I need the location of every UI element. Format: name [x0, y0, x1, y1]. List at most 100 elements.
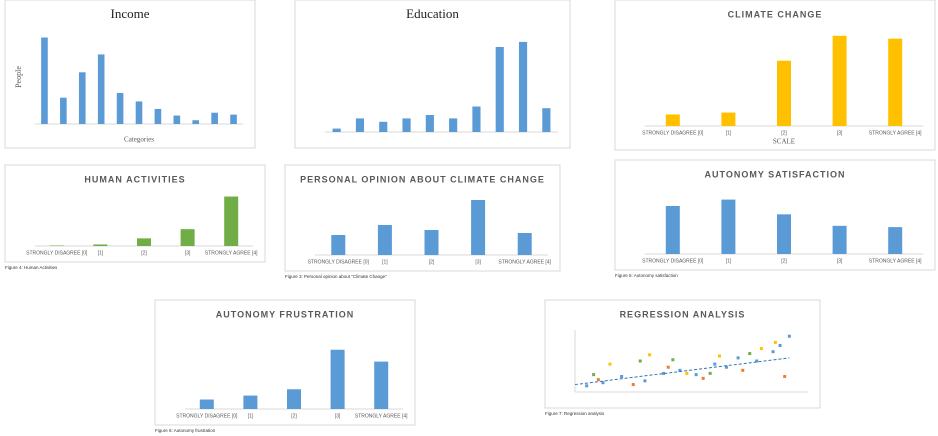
bar — [116, 92, 124, 124]
x-tick-label: [3] — [837, 130, 843, 136]
x-tick-label: STRONGLY AGREE [4] — [205, 250, 258, 256]
bar — [471, 200, 486, 255]
bar — [888, 38, 903, 126]
point — [585, 384, 589, 388]
bar — [374, 361, 389, 409]
bar — [230, 114, 237, 124]
bar — [665, 114, 680, 126]
bar — [173, 115, 181, 124]
point — [783, 375, 787, 378]
bar — [330, 349, 345, 409]
point — [694, 373, 698, 377]
point — [666, 365, 670, 369]
caption: Figure 7: Regression analysis — [545, 411, 605, 416]
x-tick-label: STRONGLY AGREE [4] — [498, 259, 551, 265]
x-tick-label: [1] — [98, 250, 104, 256]
x-tick-label: [2] — [141, 250, 147, 256]
point — [724, 365, 728, 369]
bar — [424, 230, 439, 255]
bar — [154, 108, 162, 124]
bar — [832, 35, 847, 127]
panel — [154, 299, 416, 426]
x-tick-label: STRONGLY DISAGREE [0] — [176, 413, 238, 419]
bar — [402, 118, 411, 132]
bar — [211, 112, 218, 124]
point — [601, 381, 605, 385]
bar — [41, 37, 48, 124]
caption: Figure 4: Human Activities — [5, 265, 58, 270]
point — [748, 352, 752, 356]
bar — [135, 101, 143, 124]
bar — [331, 235, 346, 255]
bar — [332, 128, 341, 132]
caption: Figure 6: Autonomy frustration — [155, 428, 216, 433]
bar — [180, 229, 195, 246]
caption: Figure 5: Autonomy satisfaction — [615, 273, 678, 278]
bar — [517, 233, 532, 255]
point — [648, 353, 652, 357]
bar — [60, 97, 67, 124]
x-axis-label: Categories — [124, 136, 154, 144]
chart-title: Education — [406, 6, 459, 21]
chart-title: HUMAN ACTIVITIES — [84, 174, 185, 184]
point — [620, 375, 624, 378]
panel — [544, 299, 821, 409]
bar — [721, 112, 736, 126]
x-tick-label: STRONGLY AGREE [4] — [869, 258, 922, 264]
point — [685, 371, 689, 375]
panel — [614, 0, 936, 151]
y-axis-label: People — [14, 66, 23, 88]
point — [631, 383, 635, 387]
bar — [832, 225, 847, 254]
bar — [287, 389, 301, 409]
bar — [93, 244, 108, 246]
x-tick-label: STRONGLY DISAGREE [0] — [642, 130, 704, 136]
caption: Figure 3: Personal opinion about "Climat… — [285, 274, 387, 279]
bar — [425, 115, 434, 132]
x-tick-label: [2] — [291, 413, 297, 419]
x-tick-label: STRONGLY DISAGREE [0] — [308, 259, 370, 265]
point — [638, 359, 642, 363]
bar — [721, 199, 736, 254]
chart-title: CLIMATE CHANGE — [728, 9, 823, 19]
bar — [78, 72, 86, 124]
point — [596, 378, 600, 382]
point — [778, 344, 782, 347]
bar — [449, 118, 458, 132]
point — [741, 368, 745, 372]
x-tick-label: [3] — [185, 250, 191, 256]
x-tick-label: [1] — [382, 259, 388, 265]
point — [678, 368, 682, 372]
bar — [192, 120, 200, 124]
x-tick-label: [1] — [726, 130, 732, 136]
panel — [284, 164, 561, 272]
bar — [97, 54, 105, 124]
point — [755, 359, 759, 363]
point — [717, 354, 721, 358]
point — [671, 358, 675, 362]
chart-title: AUTONOMY FRUSTRATION — [216, 309, 355, 319]
point — [592, 373, 596, 377]
x-tick-label: STRONGLY AGREE [4] — [355, 413, 408, 419]
bar — [137, 238, 151, 246]
chart-title: AUTONOMY SATISFACTION — [704, 169, 845, 179]
bar — [665, 206, 680, 254]
x-tick-label: [1] — [248, 413, 254, 419]
x-tick-label: [2] — [781, 130, 787, 136]
x-tick-label: STRONGLY AGREE [4] — [869, 130, 922, 136]
bar — [518, 41, 528, 132]
bar — [495, 47, 504, 132]
point — [736, 356, 740, 360]
x-tick-label: [2] — [429, 259, 435, 265]
bar — [888, 227, 903, 254]
x-tick-label: [3] — [837, 258, 843, 264]
x-axis-label: SCALE — [773, 138, 795, 146]
bar — [542, 108, 551, 132]
point — [643, 379, 647, 383]
bar — [355, 118, 365, 132]
point — [713, 362, 717, 366]
point — [708, 371, 712, 375]
x-tick-label: [3] — [475, 259, 481, 265]
point — [773, 340, 777, 344]
x-tick-label: [2] — [781, 258, 787, 264]
